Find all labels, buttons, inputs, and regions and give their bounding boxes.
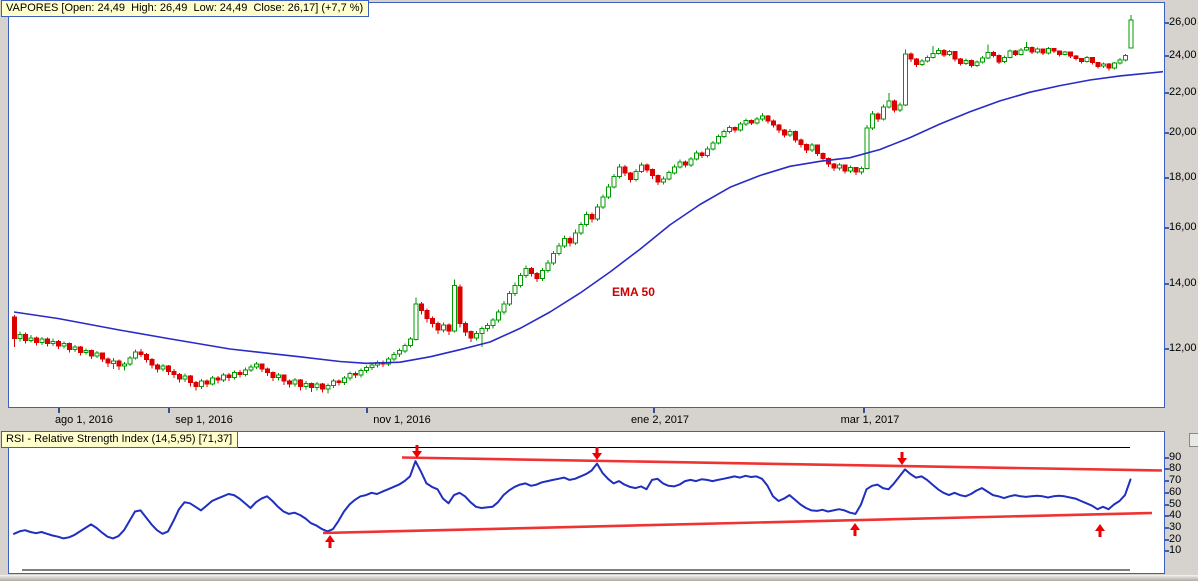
date-label: nov 1, 2016 xyxy=(373,414,431,426)
axis-tick xyxy=(1164,492,1169,494)
axis-tick xyxy=(1164,457,1169,459)
axis-label: 60 xyxy=(1169,486,1182,498)
axis-label: 10 xyxy=(1169,544,1182,556)
ema50-line xyxy=(13,70,1164,365)
axis-label: 90 xyxy=(1169,451,1182,463)
axis-label: 30 xyxy=(1169,521,1182,533)
axis-label: 26,00 xyxy=(1169,16,1197,28)
trendline-upper-resistance[interactable] xyxy=(401,456,1163,472)
sell-arrow-icon xyxy=(897,452,907,465)
rsi-line xyxy=(13,460,1132,540)
rsi-panel-title: RSI - Relative Strength Index (14,5,95) … xyxy=(1,431,239,448)
price-chart-panel[interactable]: EMA 50 xyxy=(8,2,1165,408)
trendline-lower-support[interactable] xyxy=(322,511,1153,535)
axis-tick xyxy=(1164,92,1169,94)
sell-arrow-icon xyxy=(412,445,422,458)
date-tick xyxy=(58,408,60,413)
axis-label: 24,00 xyxy=(1169,49,1197,61)
candles xyxy=(12,14,1134,394)
axis-label: 12,00 xyxy=(1169,342,1197,354)
date-label: ene 2, 2017 xyxy=(630,414,690,426)
axis-tick xyxy=(1164,539,1169,541)
rsi-chart-canvas[interactable] xyxy=(9,432,1164,573)
axis-tick xyxy=(1164,22,1169,24)
axis-tick xyxy=(1164,527,1169,529)
axis-tick xyxy=(1164,227,1169,229)
buy-arrow-icon xyxy=(1095,524,1105,537)
axis-label: 18,00 xyxy=(1169,171,1197,183)
axis-label: 50 xyxy=(1169,498,1182,510)
price-chart-canvas[interactable]: EMA 50 xyxy=(9,3,1164,407)
price-panel-title: VAPORES [Open: 24,49 High: 26,49 Low: 24… xyxy=(1,0,370,17)
axis-tick xyxy=(1164,480,1169,482)
panel-corner-button[interactable] xyxy=(1189,433,1198,447)
date-tick xyxy=(653,408,655,413)
date-tick xyxy=(168,408,170,413)
axis-label: 22,00 xyxy=(1169,86,1197,98)
date-label: ago 1, 2016 xyxy=(54,414,114,426)
ema50-label: EMA 50 xyxy=(612,285,655,299)
axis-label: 16,00 xyxy=(1169,221,1197,233)
axis-label: 14,00 xyxy=(1169,277,1197,289)
bottom-scroll-strip[interactable] xyxy=(0,575,1198,581)
axis-label: 20,00 xyxy=(1169,126,1197,138)
date-tick xyxy=(366,408,368,413)
axis-tick xyxy=(1164,283,1169,285)
axis-tick xyxy=(1164,348,1169,350)
date-label: sep 1, 2016 xyxy=(175,414,233,426)
buy-arrow-icon xyxy=(325,535,335,548)
axis-tick xyxy=(1164,468,1169,470)
axis-tick xyxy=(1164,515,1169,517)
axis-label: 40 xyxy=(1169,509,1182,521)
buy-arrow-icon xyxy=(850,523,860,536)
axis-tick xyxy=(1164,177,1169,179)
date-label: mar 1, 2017 xyxy=(840,414,900,426)
axis-label: 70 xyxy=(1169,474,1182,486)
axis-label: 20 xyxy=(1169,533,1182,545)
axis-tick xyxy=(1164,504,1169,506)
axis-tick xyxy=(1164,55,1169,57)
sell-arrow-icon xyxy=(592,447,602,460)
axis-label: 80 xyxy=(1169,462,1182,474)
date-axis: ago 1, 2016 sep 1, 2016 nov 1, 2016 ene 2, … xyxy=(0,408,1164,430)
date-tick xyxy=(863,408,865,413)
rsi-indicator-panel[interactable] xyxy=(8,431,1165,574)
axis-tick xyxy=(1164,132,1169,134)
right-price-axis: 26,00 24,00 22,00 20,00 18,00 16,00 14,00 12,00… xyxy=(1164,0,1198,581)
axis-tick xyxy=(1164,550,1169,552)
